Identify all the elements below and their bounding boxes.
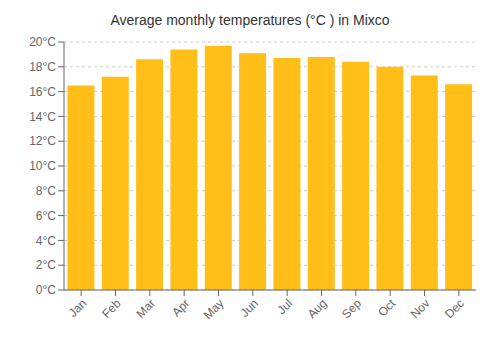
svg-text:2°C: 2°C bbox=[36, 258, 56, 272]
svg-text:12°C: 12°C bbox=[29, 134, 56, 148]
svg-text:Feb: Feb bbox=[99, 296, 124, 321]
svg-text:8°C: 8°C bbox=[36, 184, 56, 198]
svg-text:16°C: 16°C bbox=[29, 85, 56, 99]
svg-text:Sep: Sep bbox=[339, 296, 364, 321]
svg-text:Dec: Dec bbox=[442, 296, 467, 321]
svg-text:14°C: 14°C bbox=[29, 110, 56, 124]
svg-text:Jun: Jun bbox=[237, 296, 261, 320]
svg-text:4°C: 4°C bbox=[36, 234, 56, 248]
svg-text:Oct: Oct bbox=[375, 296, 399, 320]
svg-text:Jul: Jul bbox=[275, 296, 296, 317]
svg-text:Apr: Apr bbox=[169, 296, 192, 319]
svg-text:0°C: 0°C bbox=[36, 283, 56, 297]
svg-text:18°C: 18°C bbox=[29, 60, 56, 74]
svg-text:Jan: Jan bbox=[66, 296, 90, 320]
svg-text:Aug: Aug bbox=[305, 296, 330, 321]
svg-text:20°C: 20°C bbox=[29, 35, 56, 49]
svg-text:Mar: Mar bbox=[133, 296, 158, 321]
html-text:Average monthly temperatures (: Average monthly temperatures (°C ) in Mi… bbox=[110, 12, 390, 28]
svg-text:May: May bbox=[201, 296, 227, 322]
svg-text:6°C: 6°C bbox=[36, 209, 56, 223]
svg-text:10°C: 10°C bbox=[29, 159, 56, 173]
svg-text:Nov: Nov bbox=[408, 296, 433, 321]
